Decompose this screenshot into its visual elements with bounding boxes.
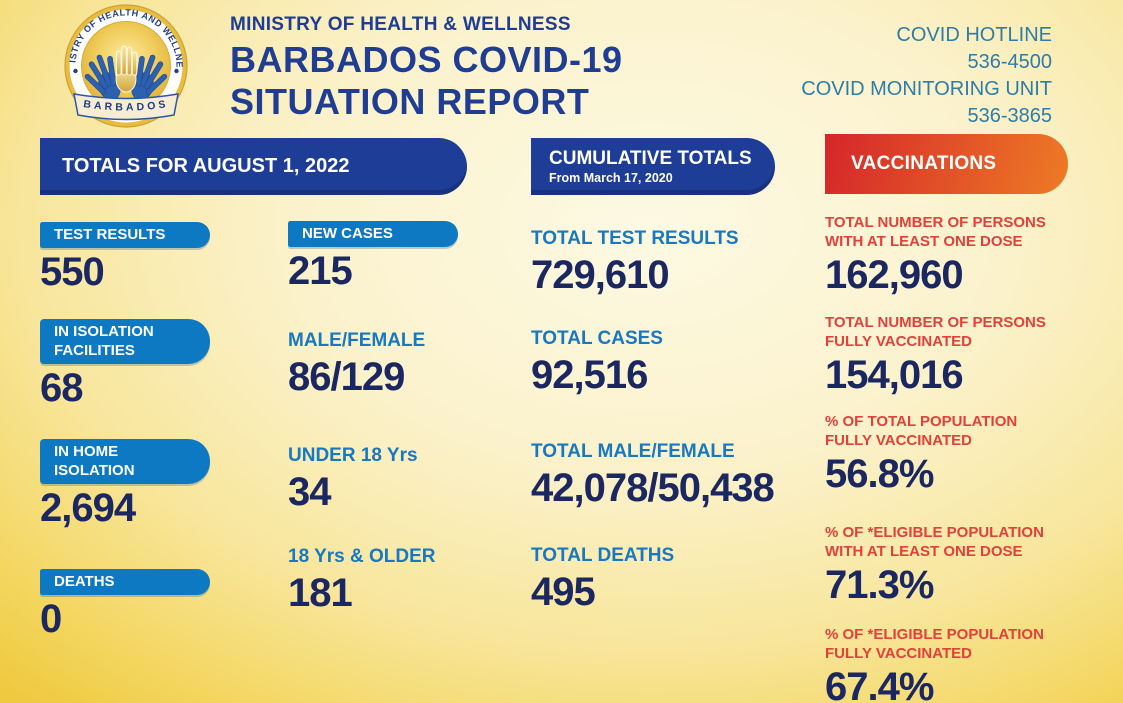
cumulative-totals-banner: CUMULATIVE TOTALS From March 17, 2020 (531, 138, 775, 195)
daily-totals-column-1: TEST RESULTS 550 IN ISOLATION FACILITIES… (40, 222, 275, 643)
covid-hotline-number: 536-4500 (967, 51, 1052, 73)
daily-totals-column-2: NEW CASES 215 MALE/FEMALE 86/129 UNDER 1… (288, 221, 488, 617)
in-isolation-facilities-value: 68 (40, 366, 84, 410)
ministry-of-health-seal: MINISTRY OF HEALTH AND WELLNESS (60, 3, 188, 128)
daily-totals-banner-title: TOTALS FOR AUGUST 1, 2022 (62, 155, 350, 177)
under-18-label: UNDER 18 Yrs (288, 445, 418, 466)
covid-monitoring-unit-number: 536-3865 (967, 105, 1052, 127)
covid-monitoring-unit-label: COVID MONITORING UNIT (801, 78, 1052, 100)
persons-fully-vaccinated-value: 154,016 (825, 353, 964, 397)
18-and-older-label: 18 Yrs & OLDER (288, 546, 436, 567)
under-18-value: 34 (288, 470, 332, 514)
total-deaths-value: 495 (531, 570, 596, 614)
persons-one-dose-label: TOTAL NUMBER OF PERSONS WITH AT LEAST ON… (825, 214, 1046, 250)
total-cases-value: 92,516 (531, 353, 648, 397)
report-title-block: MINISTRY OF HEALTH & WELLNESS BARBADOS C… (230, 14, 623, 123)
total-male-female-value: 42,078/50,438 (531, 466, 775, 510)
contact-numbers: COVID HOTLINE 536-4500 COVID MONITORING … (801, 22, 1052, 130)
vaccinations-banner: VACCINATIONS (825, 134, 1068, 194)
test-results-pill: TEST RESULTS (40, 222, 210, 248)
pct-total-population-fully-vaccinated-label: % OF TOTAL POPULATION FULLY VACCINATED (825, 413, 1018, 449)
pct-eligible-one-dose-label: % OF *ELIGIBLE POPULATION WITH AT LEAST … (825, 524, 1044, 560)
total-male-female-label: TOTAL MALE/FEMALE (531, 441, 735, 462)
male-female-label: MALE/FEMALE (288, 330, 426, 351)
deaths-pill: DEATHS (40, 569, 210, 595)
report-title-line2: SITUATION REPORT (230, 81, 590, 122)
pct-eligible-one-dose-value: 71.3% (825, 563, 934, 607)
total-test-results-label: TOTAL TEST RESULTS (531, 228, 739, 249)
seal-ribbon: BARBADOS (73, 93, 179, 121)
cumulative-totals-column: TOTAL TEST RESULTS 729,610 TOTAL CASES 9… (531, 227, 796, 616)
cumulative-banner-subtitle: From March 17, 2020 (549, 171, 673, 185)
ministry-name: MINISTRY OF HEALTH & WELLNESS (230, 14, 571, 35)
18-and-older-value: 181 (288, 571, 353, 615)
seal-dot-right (174, 68, 179, 74)
new-cases-value: 215 (288, 249, 353, 293)
total-test-results-value: 729,610 (531, 253, 670, 297)
test-results-value: 550 (40, 250, 105, 294)
total-deaths-label: TOTAL DEATHS (531, 545, 675, 566)
persons-fully-vaccinated-label: TOTAL NUMBER OF PERSONS FULLY VACCINATED (825, 314, 1046, 350)
in-home-isolation-value: 2,694 (40, 486, 136, 530)
in-home-isolation-pill: IN HOME ISOLATION (40, 439, 210, 484)
persons-one-dose-value: 162,960 (825, 253, 964, 297)
hands-icon (84, 45, 168, 101)
daily-totals-banner: TOTALS FOR AUGUST 1, 2022 (40, 138, 467, 195)
report-title-line1: BARBADOS COVID-19 (230, 39, 623, 80)
deaths-value: 0 (40, 597, 62, 641)
male-female-value: 86/129 (288, 355, 405, 399)
covid-hotline-label: COVID HOTLINE (896, 24, 1052, 46)
in-isolation-facilities-pill: IN ISOLATION FACILITIES (40, 319, 210, 364)
seal-dot-left (73, 68, 78, 74)
pct-eligible-fully-vaccinated-label: % OF *ELIGIBLE POPULATION FULLY VACCINAT… (825, 626, 1044, 662)
total-cases-label: TOTAL CASES (531, 328, 663, 349)
pct-eligible-fully-vaccinated-value: 67.4% (825, 665, 934, 703)
seal-ribbon-text: BARBADOS (83, 98, 170, 114)
pct-total-population-fully-vaccinated-value: 56.8% (825, 452, 934, 496)
vaccinations-banner-title: VACCINATIONS (851, 153, 997, 174)
vaccinations-column: TOTAL NUMBER OF PERSONS WITH AT LEAST ON… (825, 213, 1075, 703)
cumulative-banner-title: CUMULATIVE TOTALS (549, 148, 752, 169)
new-cases-pill: NEW CASES (288, 221, 458, 247)
